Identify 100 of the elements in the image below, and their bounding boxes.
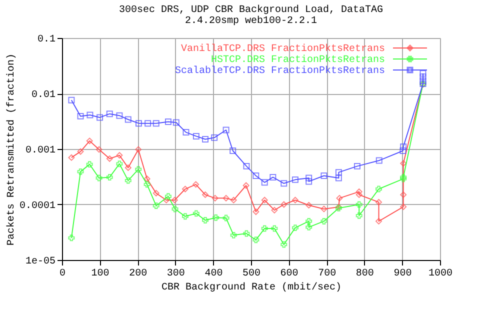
point (280, 241, 288, 248)
point (144, 181, 150, 188)
y-tick-label: 0.01 (31, 90, 56, 101)
point (152, 202, 160, 209)
point (144, 176, 150, 182)
x-tick-label: 200 (129, 268, 148, 280)
point (152, 120, 160, 127)
point (292, 224, 298, 232)
point (280, 180, 288, 187)
x-axis-title: CBR Background Rate (mbit/sec) (161, 282, 342, 294)
point (356, 212, 362, 219)
point (202, 191, 208, 198)
chart-subtitle: 2.4.20smp web100-2.2.1 (184, 15, 318, 27)
point (271, 225, 278, 232)
point (230, 196, 237, 204)
point (400, 148, 406, 154)
point (164, 193, 172, 200)
point (261, 196, 268, 204)
point (124, 116, 132, 123)
point (163, 196, 170, 204)
point (261, 179, 268, 186)
point (306, 174, 312, 182)
y-axis-title: Packets Retransmitted (fraction) (5, 53, 18, 246)
point (182, 213, 188, 220)
point (420, 70, 426, 77)
point (96, 114, 104, 121)
point (182, 129, 190, 136)
point (252, 236, 260, 244)
point (212, 214, 220, 221)
point (106, 155, 113, 162)
point (135, 146, 142, 153)
point (376, 198, 382, 206)
y-tick-label: 0.0001 (19, 201, 56, 212)
point (135, 166, 142, 173)
point (242, 182, 250, 189)
legend-label: VanillaTCP.DRS FractionPktsRetrans (180, 43, 385, 55)
point (292, 196, 298, 204)
point (77, 148, 84, 155)
point (376, 186, 382, 192)
point (124, 164, 132, 171)
point (172, 119, 180, 126)
point (320, 218, 328, 224)
point (202, 136, 208, 142)
point (135, 120, 142, 127)
point (376, 218, 382, 224)
point (68, 234, 75, 242)
point (96, 174, 102, 182)
x-tick-label: 600 (280, 268, 298, 280)
x-tick-label: 300 (166, 268, 185, 280)
point (212, 194, 218, 202)
point (116, 160, 123, 168)
point (86, 161, 93, 168)
point (400, 204, 407, 210)
point (77, 112, 84, 120)
chart-title: 300sec DRS, UDP CBR Background Load, DataTAG (118, 4, 384, 16)
point (116, 112, 123, 119)
point (335, 174, 342, 182)
x-tick-label: 800 (356, 268, 374, 280)
point (230, 232, 237, 238)
point (356, 191, 362, 198)
point (243, 162, 250, 170)
point (306, 218, 312, 224)
point (211, 134, 218, 141)
x-tick-label: 900 (394, 268, 412, 280)
point (252, 208, 260, 215)
point (243, 230, 250, 237)
point (124, 177, 132, 184)
point (182, 186, 188, 192)
point (230, 148, 236, 154)
point (202, 217, 208, 224)
point (106, 174, 113, 180)
point (400, 143, 407, 150)
point (252, 172, 260, 179)
point (171, 196, 178, 204)
point (400, 176, 407, 182)
point (222, 214, 230, 222)
point (400, 174, 407, 180)
point (376, 157, 382, 164)
point (68, 96, 75, 104)
point (356, 188, 362, 195)
y-tick-label: 1e-05 (25, 256, 56, 268)
point (320, 206, 328, 212)
point (86, 138, 93, 144)
point (172, 206, 178, 212)
point (271, 206, 278, 214)
x-tick-label: 700 (318, 268, 336, 280)
point (420, 77, 426, 84)
point (222, 126, 230, 134)
point (106, 110, 113, 118)
point (77, 168, 84, 175)
x-tick-label: 1000 (428, 268, 453, 280)
point (335, 169, 342, 176)
point (292, 176, 298, 183)
x-tick-label: 500 (242, 268, 261, 280)
point (336, 194, 343, 202)
point (192, 181, 200, 188)
point (164, 118, 172, 125)
point (270, 174, 276, 180)
point (68, 154, 75, 161)
point (306, 224, 312, 230)
